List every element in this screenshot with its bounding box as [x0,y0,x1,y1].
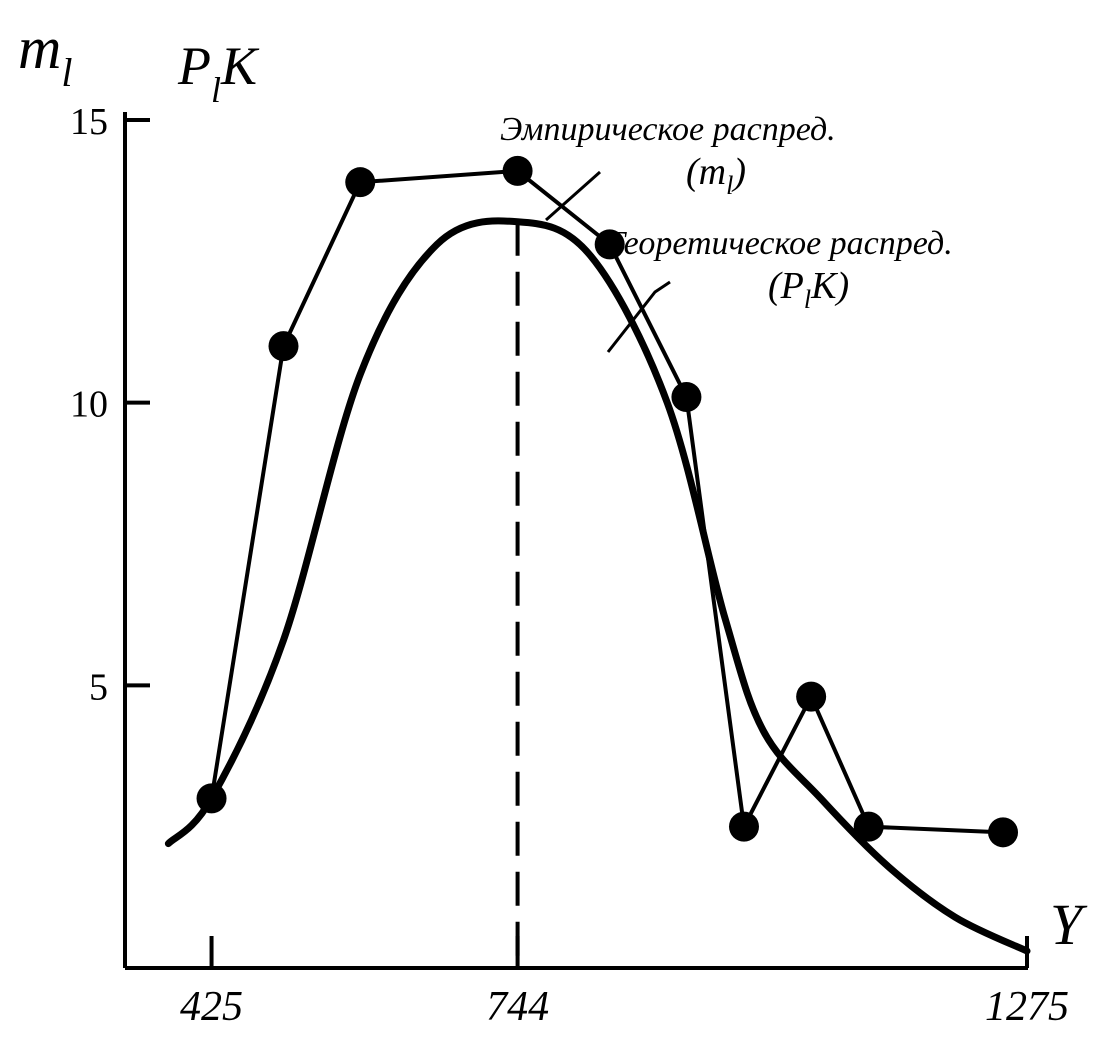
legend-theoretical-symbol: (PlK) [768,265,849,314]
legend-theoretical-name: Теоретическое распред. [606,225,953,262]
legend-empirical-leader [545,170,601,222]
legend-empirical-symbol: (ml) [686,151,746,200]
y-tick-label: 10 [70,384,108,426]
ylabel-left: ml [18,15,72,95]
empirical-point [988,817,1019,848]
legend-theoretical-leader [606,280,671,353]
empirical-point [728,811,759,842]
ylabel-right: PlK [177,36,260,110]
empirical-point [268,331,299,362]
x-tick-label: 744 [486,984,549,1030]
y-tick-label: 5 [89,666,108,708]
theoretical-curve [164,217,1031,955]
empirical-point [671,382,702,413]
empirical-point [502,155,533,186]
legend-empirical-name: Эмпирическое распред. [500,111,836,148]
y-tick-label: 15 [70,101,108,143]
xlabel: Y [1050,892,1088,957]
empirical-point [345,167,376,198]
empirical-point [196,783,227,814]
x-tick-label: 425 [180,984,243,1030]
empirical-point [796,681,827,712]
x-tick-label: 1275 [985,984,1069,1030]
empirical-point [853,811,884,842]
empirical-line [209,168,1004,835]
empirical-point [594,229,625,260]
